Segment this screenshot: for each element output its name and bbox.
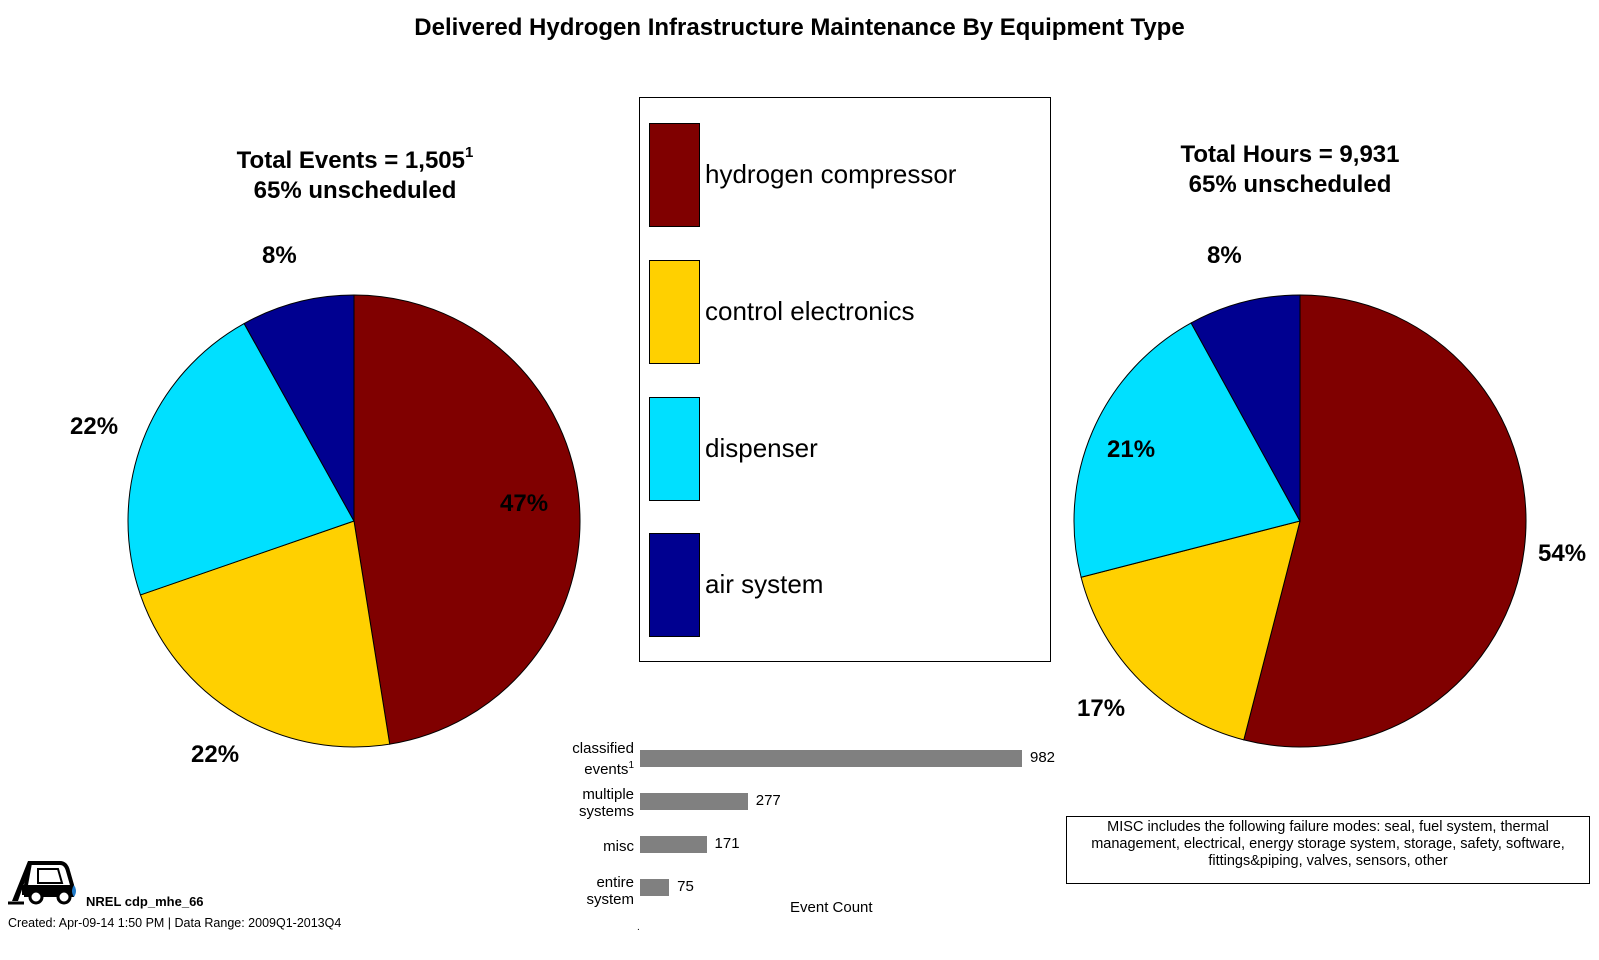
bar-label-line1: multiple xyxy=(582,786,634,803)
legend-item-dispenser: dispenser xyxy=(649,397,1039,501)
left-pie-slice-hydrogen-compressor xyxy=(353,294,581,745)
legend-swatch xyxy=(649,533,700,637)
bar-label-entire-system: entire system xyxy=(524,874,634,908)
forklift-logo-icon xyxy=(8,855,80,912)
bar-entire-system xyxy=(640,879,670,896)
right-pie-label-dispenser: 21% xyxy=(1107,436,1156,463)
left-pie-title-line1: Total Events = 1,505 xyxy=(236,147,465,174)
right-pie-subtitle: 65% unscheduled xyxy=(1188,171,1392,198)
bar-label-line1: entire xyxy=(596,874,634,891)
right-pie-label-control-electronics: 17% xyxy=(1077,695,1126,722)
chart-title: Delivered Hydrogen Infrastructure Mainte… xyxy=(414,14,1185,41)
bar-misc xyxy=(640,836,707,853)
bar-label-multiple-systems: multiple systems xyxy=(524,786,634,820)
left-pie-footnote-marker: 1 xyxy=(464,144,474,161)
right-pie-slice-control-electronics xyxy=(1080,520,1301,741)
bar-value-entire-system: 75 xyxy=(677,878,694,895)
legend: hydrogen compressor control electronics … xyxy=(639,97,1051,662)
right-pie-title: Total Hours = 9,931 65% unscheduled xyxy=(1130,140,1450,200)
legend-label: dispenser xyxy=(705,433,818,463)
right-pie-title-line1: Total Hours = 9,931 xyxy=(1180,141,1400,168)
legend-swatch xyxy=(649,397,700,501)
bar-label-line2: systems xyxy=(578,803,634,820)
legend-label: hydrogen compressor xyxy=(705,159,957,189)
bar-value-multiple-systems: 277 xyxy=(755,792,781,809)
legend-swatch xyxy=(649,260,700,364)
right-pie-label-air-system: 8% xyxy=(1207,242,1242,269)
left-pie-slice-control-electronics xyxy=(139,520,391,748)
left-pie-slice-dispenser xyxy=(127,322,355,596)
footer-id: NREL cdp_mhe_66 xyxy=(86,894,204,909)
legend-swatch xyxy=(649,123,700,227)
right-pie-slice-hydrogen-compressor xyxy=(1243,294,1527,748)
left-pie-slice-air-system xyxy=(243,294,355,523)
left-pie-title: Total Events = 1,5051 65% unscheduled xyxy=(195,140,515,206)
axis-marker: . xyxy=(637,922,640,933)
right-pie-slice-air-system xyxy=(1190,294,1301,522)
legend-item-hydrogen-compressor: hydrogen compressor xyxy=(649,123,1039,227)
right-pie-slice-dispenser xyxy=(1073,322,1301,578)
bar-multiple-systems xyxy=(640,793,748,810)
footer-created: Created: Apr-09-14 1:50 PM | Data Range:… xyxy=(8,916,342,930)
bar-chart-x-axis-label: Event Count xyxy=(790,899,873,916)
bar-label-footnote-marker: 1 xyxy=(628,760,634,771)
left-pie-label-hydrogen-compressor: 47% xyxy=(500,490,549,517)
bar-label-misc: misc xyxy=(524,838,634,855)
bar-label-classified-events: classified events1 xyxy=(524,740,634,778)
bar-label-line1: misc xyxy=(603,838,634,855)
legend-item-air-system: air system xyxy=(649,533,1039,637)
legend-item-control-electronics: control electronics xyxy=(649,260,1039,364)
bar-label-line2: system xyxy=(586,891,634,908)
legend-label: control electronics xyxy=(705,296,915,326)
misc-note: MISC includes the following failure mode… xyxy=(1066,816,1590,884)
legend-label: air system xyxy=(705,569,824,599)
bar-label-line1: classified xyxy=(572,740,634,757)
left-pie-label-control-electronics: 22% xyxy=(191,741,240,768)
right-pie-label-hydrogen-compressor: 54% xyxy=(1538,540,1587,567)
bar-value-misc: 171 xyxy=(714,835,740,852)
left-pie-label-air-system: 8% xyxy=(262,242,297,269)
bar-label-line2: events xyxy=(584,761,629,778)
bar-classified-events xyxy=(640,750,1022,767)
left-pie-label-dispenser: 22% xyxy=(70,413,119,440)
bar-value-classified-events: 982 xyxy=(1030,749,1056,766)
left-pie-subtitle: 65% unscheduled xyxy=(253,177,457,204)
